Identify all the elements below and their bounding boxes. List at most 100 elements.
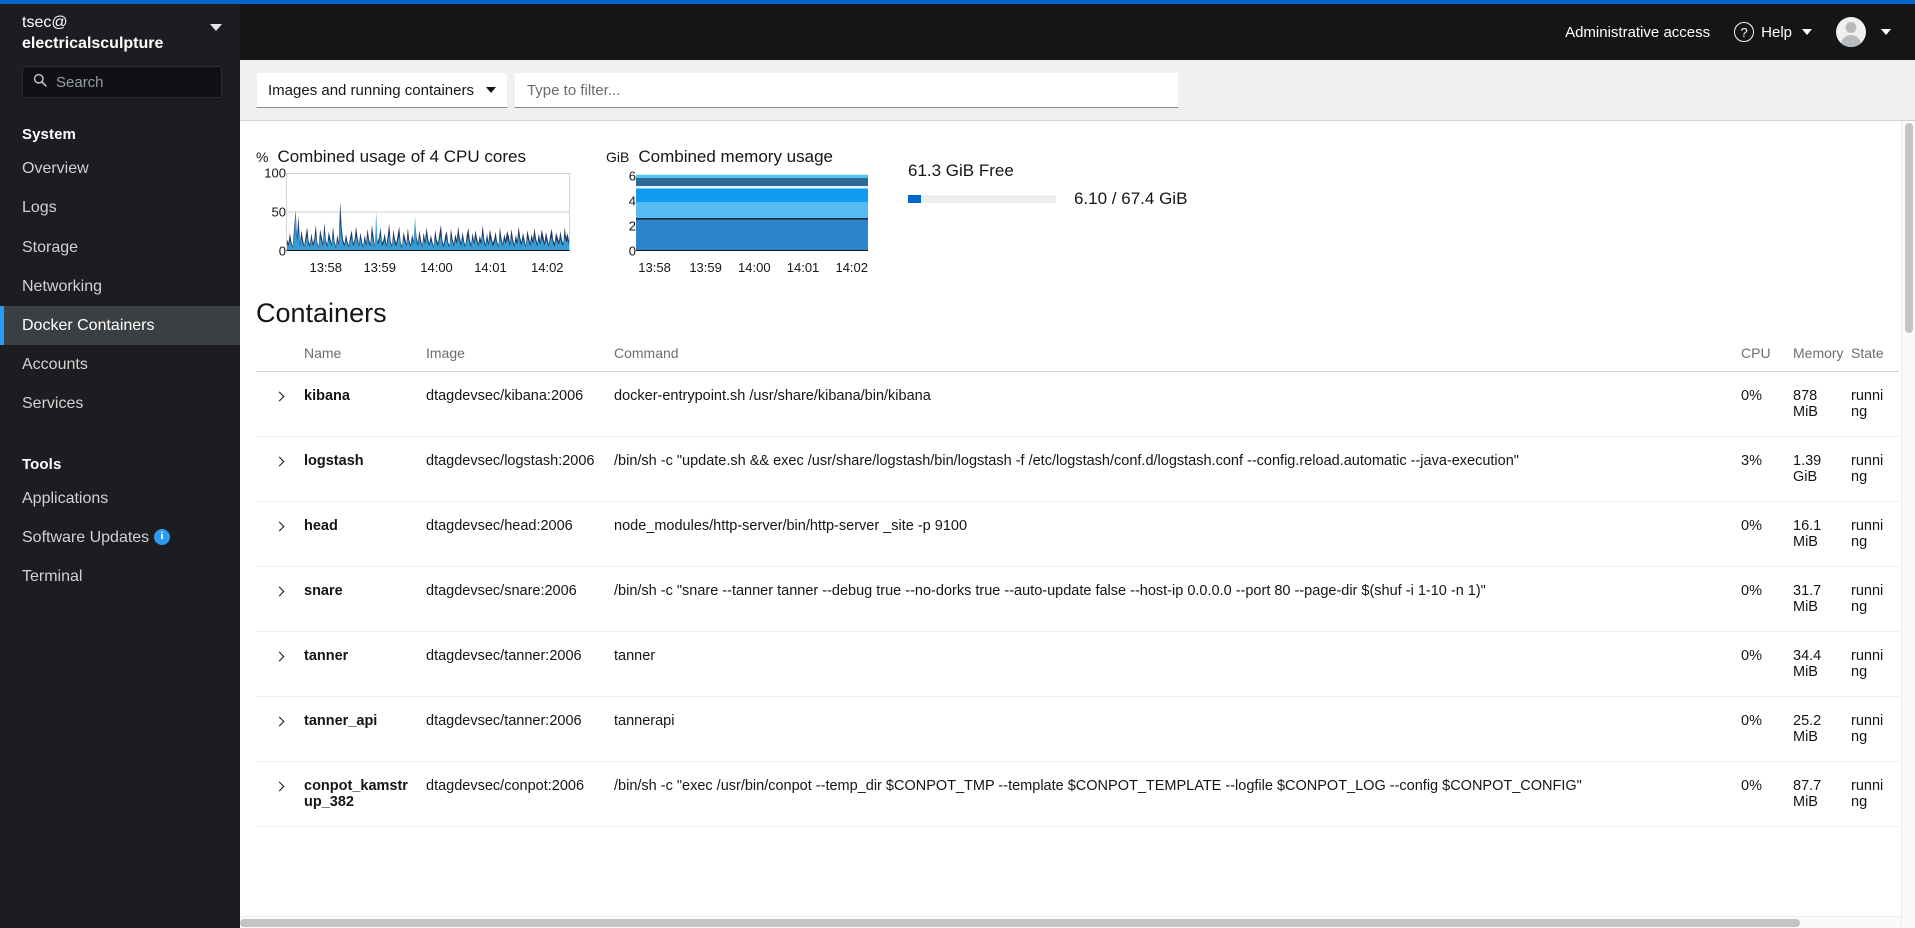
cell-cpu: 0% (1733, 566, 1785, 632)
table-row[interactable]: head dtagdevsec/head:2006 node_modules/htt… (256, 501, 1899, 567)
chevron-right-icon[interactable] (274, 456, 285, 467)
content-scroll-area: % Combined usage of 4 CPU cores 100 50 0 (240, 121, 1915, 928)
administrative-access-button[interactable]: Administrative access (1565, 23, 1711, 41)
chevron-right-icon[interactable] (274, 521, 285, 532)
cell-cpu: 3% (1733, 436, 1785, 502)
cpu-xtick: 14:02 (530, 260, 564, 275)
cell-name: tanner_api (296, 696, 418, 762)
row-expand-cell[interactable] (256, 761, 296, 827)
cpu-y-axis: 100 50 0 (256, 166, 286, 259)
cell-name: head (296, 501, 418, 567)
sidebar-item-accounts[interactable]: Accounts (0, 345, 240, 384)
sidebar-item-docker-containers[interactable]: Docker Containers (0, 305, 240, 346)
nav-group-spacer (0, 424, 240, 450)
cell-image: dtagdevsec/conpot:2006 (418, 761, 606, 827)
main-area: Administrative access ? Help Images and … (240, 4, 1915, 928)
cpu-ytick: 50 (271, 204, 286, 220)
top-header: Administrative access ? Help (240, 4, 1915, 60)
row-expand-cell[interactable] (256, 436, 296, 502)
row-expand-cell[interactable] (256, 371, 296, 437)
cell-cpu: 0% (1733, 631, 1785, 697)
sidebar-item-networking[interactable]: Networking (0, 267, 240, 306)
vertical-scrollbar-thumb[interactable] (1905, 123, 1913, 333)
host-user: tsec@ (22, 14, 68, 31)
mem-y-axis: 6 4 2 0 (606, 169, 636, 259)
horizontal-scrollbar[interactable] (240, 916, 1901, 928)
vertical-scrollbar[interactable] (1901, 121, 1915, 928)
th-image[interactable]: Image (418, 345, 606, 372)
table-row[interactable]: logstash dtagdevsec/logstash:2006/bin/sh … (256, 436, 1899, 502)
table-row[interactable]: kibana dtagdevsec/kibana:2006 docker-entry… (256, 371, 1899, 437)
th-cpu[interactable]: CPU (1733, 345, 1785, 372)
sidebar-item-terminal[interactable]: Terminal (0, 557, 240, 596)
sidebar-item-services[interactable]: Services (0, 384, 240, 423)
cell-command: docker-entrypoint.sh /usr/share/kibana/b… (606, 371, 1733, 437)
cell-command: node_modules/http-server/bin/http-server… (606, 501, 1733, 567)
host-switcher[interactable]: tsec@ electricalsculpture (0, 4, 240, 68)
chevron-right-icon[interactable] (274, 781, 285, 792)
search-input[interactable] (56, 73, 211, 91)
mem-xtick: 14:01 (786, 260, 820, 275)
sidebar-item-logs[interactable]: Logs (0, 188, 240, 227)
chevron-right-icon[interactable] (274, 586, 285, 597)
row-expand-cell[interactable] (256, 631, 296, 697)
cell-memory: 16.1 MiB (1785, 501, 1843, 567)
cell-command: /bin/sh -c "update.sh && exec /usr/share… (606, 436, 1733, 502)
horizontal-scrollbar-thumb[interactable] (240, 919, 1800, 927)
table-row[interactable]: conpot_kamstrup_382 dtagdevsec/conpot:200… (256, 761, 1899, 827)
cell-state: running (1843, 696, 1899, 762)
sidebar-item-overview[interactable]: Overview (0, 149, 240, 188)
cell-state: running (1843, 631, 1899, 697)
cell-command: /bin/sh -c "exec /usr/bin/conpot --temp_… (606, 761, 1733, 827)
th-name[interactable]: Name (296, 345, 418, 372)
chevron-right-icon[interactable] (274, 391, 285, 402)
sidebar-item-label: Accounts (22, 356, 88, 374)
cell-image: dtagdevsec/logstash:2006 (418, 436, 606, 502)
cpu-xtick: 14:01 (474, 260, 507, 275)
th-memory[interactable]: Memory (1785, 345, 1844, 372)
user-menu[interactable] (1822, 17, 1897, 47)
th-state[interactable]: State (1843, 345, 1899, 372)
cell-memory: 25.2 MiB (1785, 696, 1843, 762)
sidebar-item-storage[interactable]: Storage (0, 228, 240, 267)
chevron-right-icon[interactable] (274, 651, 285, 662)
sidebar-item-label: Overview (22, 160, 89, 178)
mem-plot (636, 173, 868, 256)
mem-xtick: 13:59 (689, 260, 722, 275)
table-row[interactable]: snare dtagdevsec/snare:2006/bin/sh -c "sn… (256, 566, 1899, 632)
cpu-chart-unit: % (256, 149, 269, 165)
mem-band-base (636, 219, 868, 250)
free-space-progress (908, 195, 1056, 203)
cell-memory: 878 MiB (1785, 371, 1843, 437)
table-header-row: Name Image Command CPU Memory State (256, 345, 1899, 372)
cell-command: tannerapi (606, 696, 1733, 762)
cpu-usage-chart: % Combined usage of 4 CPU cores 100 50 0 (256, 147, 570, 276)
filter-input[interactable] (513, 72, 1179, 108)
mem-plot-svg (636, 173, 868, 251)
cell-name: logstash (296, 436, 418, 502)
free-space-widget: 61.3 GiB Free 6.10 / 67.4 GiB (908, 147, 1187, 209)
row-expand-cell[interactable] (256, 566, 296, 632)
help-menu[interactable]: ? Help (1724, 22, 1822, 42)
sidebar-item-software-updates[interactable]: Software Updates i (0, 518, 240, 557)
cell-image: dtagdevsec/tanner:2006 (418, 631, 606, 697)
cpu-ytick: 100 (264, 165, 286, 181)
cell-name: conpot_kamstrup_382 (296, 761, 418, 827)
metrics-row: % Combined usage of 4 CPU cores 100 50 0 (240, 121, 1915, 276)
info-badge-icon: i (154, 529, 170, 546)
cpu-xtick: 13:59 (363, 260, 396, 275)
table-row[interactable]: tanner dtagdevsec/tanner:2006 tanner 0% 34.4… (256, 631, 1899, 697)
table-row[interactable]: tanner_api dtagdevsec/tanner:2006 tannerap… (256, 696, 1899, 762)
cell-command: /bin/sh -c "snare --tanner tanner --debu… (606, 566, 1733, 632)
search-box[interactable] (22, 66, 222, 99)
cell-cpu: 0% (1733, 761, 1785, 827)
chevron-right-icon[interactable] (274, 716, 285, 727)
cell-name: tanner (296, 631, 418, 697)
th-command[interactable]: Command (606, 345, 1733, 372)
cell-cpu: 0% (1733, 371, 1785, 437)
row-expand-cell[interactable] (256, 696, 296, 762)
mem-ytick: 6 (628, 168, 636, 184)
sidebar-item-applications[interactable]: Applications (0, 479, 240, 518)
scope-select[interactable]: Images and running containers (256, 72, 508, 108)
row-expand-cell[interactable] (256, 501, 296, 567)
